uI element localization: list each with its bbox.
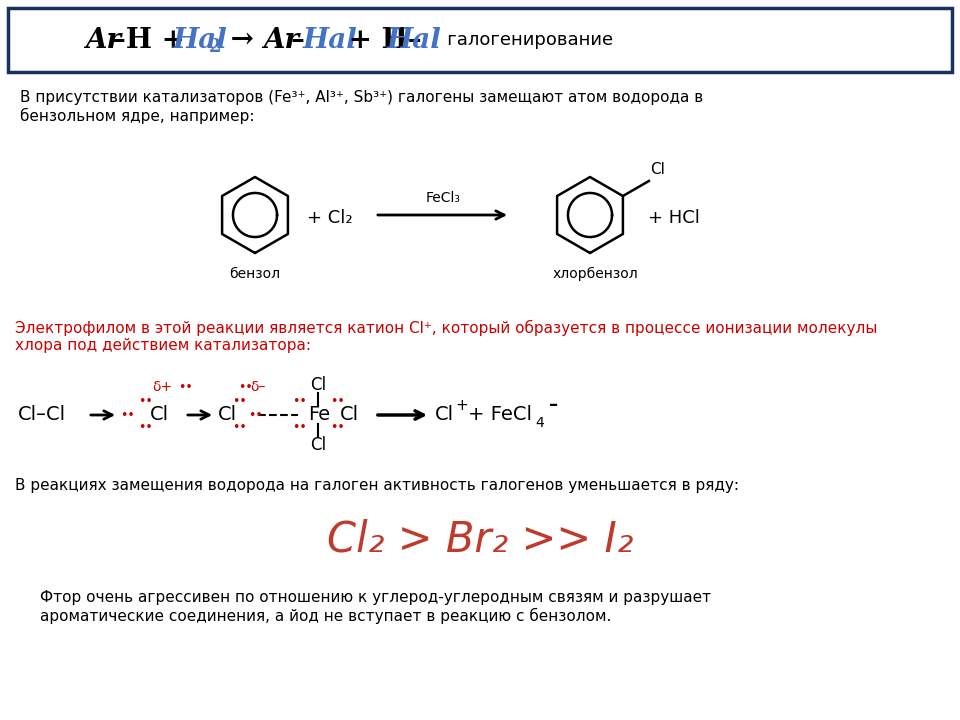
Text: галогенирование: галогенирование [430,31,613,49]
Text: Cl: Cl [310,436,326,454]
Text: В присутствии катализаторов (Fe³⁺, Al³⁺, Sb³⁺) галогены замещают атом водорода в: В присутствии катализаторов (Fe³⁺, Al³⁺,… [20,90,704,105]
Text: ароматические соединения, а йод не вступает в реакцию с бензолом.: ароматические соединения, а йод не вступ… [40,608,612,624]
Text: ••: •• [330,421,346,434]
Text: Hal: Hal [387,27,442,53]
Text: ••: •• [232,421,248,434]
Text: ••: •• [293,395,307,408]
Text: +: + [455,397,468,413]
Text: δ–: δ– [251,380,266,394]
Text: Фтор очень агрессивен по отношению к углерод-углеродным связям и разрушает: Фтор очень агрессивен по отношению к угл… [40,590,711,605]
Text: Cl: Cl [218,405,237,425]
Text: →: → [221,27,263,53]
Text: ••: •• [137,395,153,408]
Text: Fe: Fe [308,405,330,425]
Text: бензольном ядре, например:: бензольном ядре, например: [20,108,254,124]
Text: + HCl: + HCl [648,209,700,227]
Text: Cl₂ > Br₂ >> I₂: Cl₂ > Br₂ >> I₂ [326,519,634,561]
Text: Cl: Cl [150,405,169,425]
Text: + Cl₂: + Cl₂ [307,209,352,227]
Text: Cl: Cl [650,162,664,177]
Text: + H–: + H– [339,27,421,53]
Text: 4: 4 [535,416,543,430]
Text: ••: •• [248,408,263,421]
Text: –H +: –H + [112,27,195,53]
Text: ••: •• [178,380,193,394]
Text: ••: •• [120,408,134,421]
Text: хлора под действием катализатора:: хлора под действием катализатора: [15,338,311,353]
Text: ••: •• [293,421,307,434]
Text: Cl: Cl [340,405,359,425]
Text: Hal: Hal [303,27,358,53]
Text: ••: •• [137,421,153,434]
Text: ••: •• [238,380,252,394]
Text: Электрофилом в этой реакции является катион Cl⁺, который образуется в процессе и: Электрофилом в этой реакции является кат… [15,320,877,336]
Text: В реакциях замещения водорода на галоген активность галогенов уменьшается в ряду: В реакциях замещения водорода на галоген… [15,478,739,493]
Text: Ar: Ar [85,27,121,53]
Text: FeCl₃: FeCl₃ [425,191,461,205]
Text: ••: •• [330,395,346,408]
Text: 2: 2 [209,38,222,56]
Text: –: – [549,396,558,414]
Text: Cl: Cl [435,405,454,425]
Text: Hal: Hal [173,27,228,53]
Text: Cl: Cl [310,376,326,394]
Text: Ar: Ar [263,27,300,53]
Text: –: – [290,27,304,53]
Text: хлорбензол: хлорбензол [552,267,637,281]
Text: ••: •• [232,395,248,408]
Text: бензол: бензол [229,267,280,281]
Text: + FeCl: + FeCl [468,405,532,425]
Text: Cl–Cl: Cl–Cl [18,405,66,425]
Text: δ+: δ+ [152,380,172,394]
Bar [8,8,952,72]
